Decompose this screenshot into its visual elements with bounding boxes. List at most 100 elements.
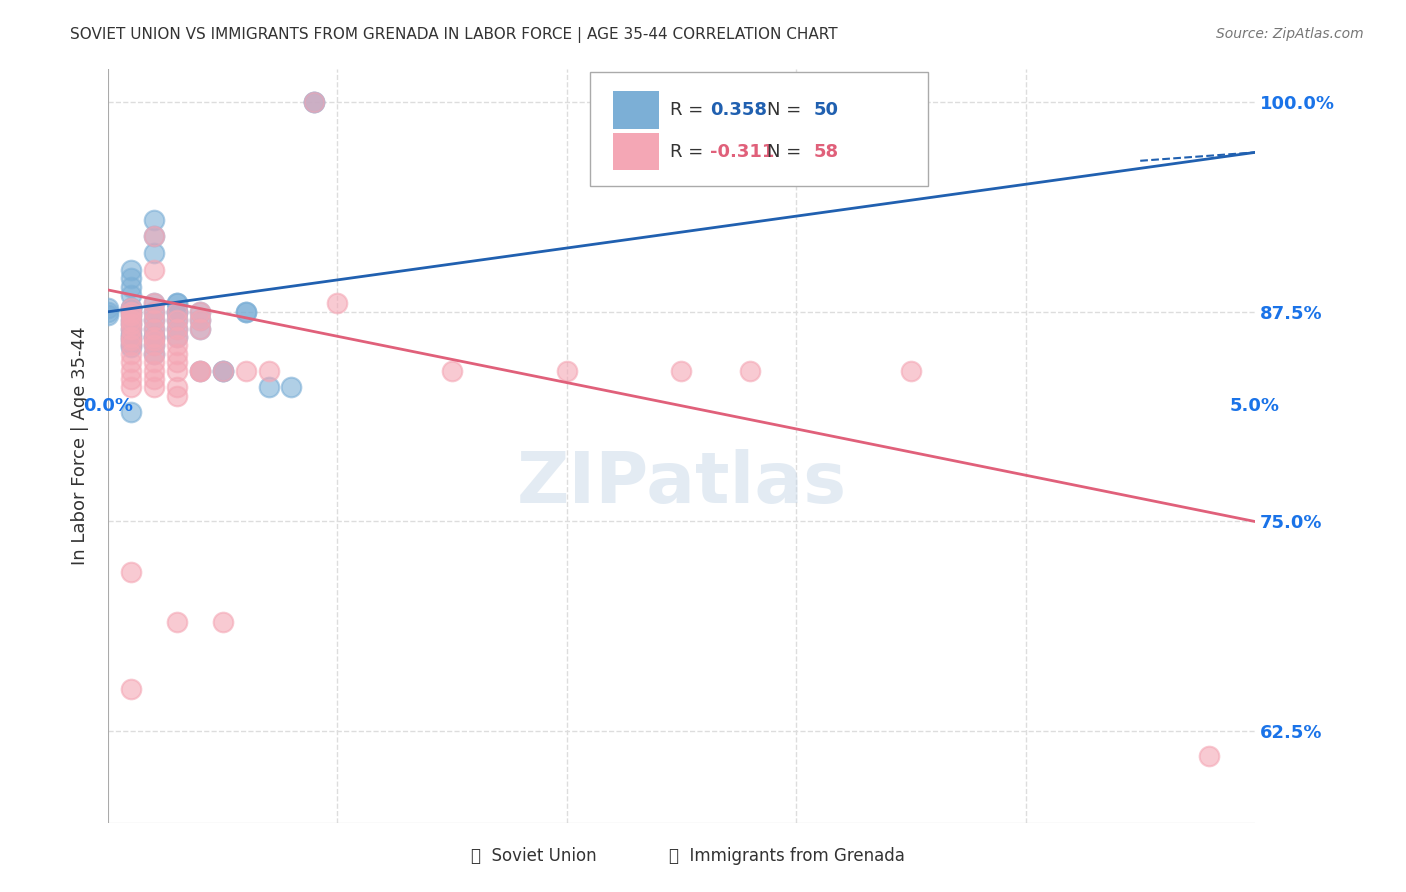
Point [142, 347, 165, 361]
Point [142, 372, 165, 386]
Point [142, 305, 165, 319]
Text: 58: 58 [813, 143, 838, 161]
Point [120, 405, 142, 419]
Point [211, 363, 233, 377]
Point [166, 296, 188, 310]
Point [280, 380, 302, 394]
Point [188, 305, 211, 319]
Text: ⬜  Soviet Union: ⬜ Soviet Union [471, 847, 598, 865]
Point [120, 301, 142, 316]
Point [166, 305, 188, 319]
Point [120, 305, 142, 319]
Text: N =: N = [768, 143, 801, 161]
Point [120, 271, 142, 285]
Point [142, 246, 165, 260]
Point [166, 355, 188, 369]
Point [257, 363, 280, 377]
Point [142, 229, 165, 244]
Point [120, 565, 142, 579]
Point [120, 334, 142, 348]
Point [166, 338, 188, 352]
Point [120, 330, 142, 344]
Point [235, 305, 257, 319]
Point [120, 263, 142, 277]
Point [188, 313, 211, 327]
Text: ZIPatlas: ZIPatlas [516, 450, 846, 518]
Point [120, 321, 142, 335]
Text: Source: ZipAtlas.com: Source: ZipAtlas.com [1216, 27, 1364, 41]
Point [142, 330, 165, 344]
Point [120, 321, 142, 335]
Point [120, 347, 142, 361]
Point [142, 321, 165, 335]
Point [97, 308, 120, 322]
Point [188, 313, 211, 327]
Point [166, 305, 188, 319]
Point [142, 321, 165, 335]
Text: 5.0%: 5.0% [1230, 397, 1279, 415]
Point [120, 380, 142, 394]
Point [166, 330, 188, 344]
Point [120, 308, 142, 322]
Point [142, 330, 165, 344]
Point [120, 338, 142, 352]
Point [166, 321, 188, 335]
Point [142, 334, 165, 348]
Point [211, 363, 233, 377]
FancyBboxPatch shape [613, 133, 658, 170]
Point [120, 279, 142, 293]
Text: R =: R = [671, 143, 703, 161]
Point [188, 363, 211, 377]
Point [166, 296, 188, 310]
Point [142, 305, 165, 319]
Text: R =: R = [671, 101, 703, 119]
Point [120, 317, 142, 331]
Text: ⬜  Immigrants from Grenada: ⬜ Immigrants from Grenada [669, 847, 905, 865]
Point [900, 363, 922, 377]
Point [166, 313, 188, 327]
Point [304, 95, 326, 109]
Point [142, 330, 165, 344]
Point [142, 355, 165, 369]
Point [97, 305, 120, 319]
Point [142, 363, 165, 377]
Point [142, 380, 165, 394]
FancyBboxPatch shape [613, 91, 658, 129]
Point [142, 263, 165, 277]
Point [120, 301, 142, 316]
Point [166, 363, 188, 377]
Point [120, 301, 142, 316]
Point [188, 305, 211, 319]
Point [120, 363, 142, 377]
Text: 0.0%: 0.0% [83, 397, 134, 415]
Point [740, 363, 762, 377]
Point [142, 338, 165, 352]
Point [97, 301, 120, 316]
Point [120, 288, 142, 302]
Point [1198, 749, 1220, 764]
Point [211, 615, 233, 629]
Point [120, 334, 142, 348]
Point [304, 95, 326, 109]
Point [166, 321, 188, 335]
Point [326, 296, 349, 310]
Point [235, 363, 257, 377]
Point [142, 212, 165, 227]
Point [120, 326, 142, 341]
Point [142, 313, 165, 327]
Text: 0.358: 0.358 [710, 101, 768, 119]
Point [120, 308, 142, 322]
Point [166, 380, 188, 394]
Text: 50: 50 [813, 101, 838, 119]
Point [166, 615, 188, 629]
Point [304, 95, 326, 109]
Point [166, 305, 188, 319]
Point [120, 313, 142, 327]
Point [166, 313, 188, 327]
Text: N =: N = [768, 101, 801, 119]
FancyBboxPatch shape [589, 72, 928, 186]
Point [120, 355, 142, 369]
Y-axis label: In Labor Force | Age 35-44: In Labor Force | Age 35-44 [72, 326, 89, 566]
Point [142, 338, 165, 352]
Point [166, 389, 188, 403]
